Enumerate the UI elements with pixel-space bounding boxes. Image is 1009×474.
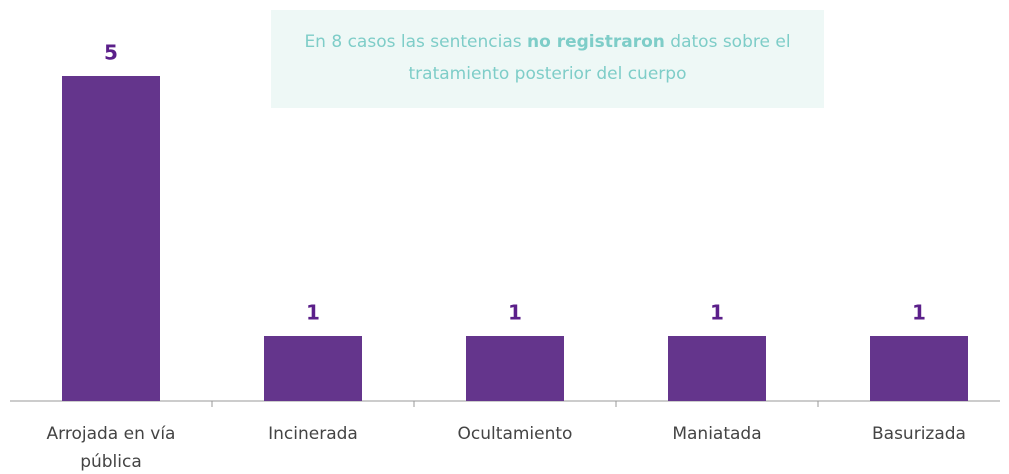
bar bbox=[62, 76, 160, 401]
bar bbox=[264, 336, 362, 401]
annotation-bold: no registraron bbox=[527, 32, 665, 52]
x-tick-label: Incinerada bbox=[268, 424, 358, 444]
annotation: En 8 casos las sentencias no registraron… bbox=[271, 10, 824, 108]
value-label: 1 bbox=[306, 301, 320, 325]
value-label: 1 bbox=[710, 301, 724, 325]
x-tick-label: Basurizada bbox=[872, 424, 966, 444]
bar bbox=[668, 336, 766, 401]
annotation-text: datos sobre el tratamiento posterior del… bbox=[408, 32, 791, 84]
value-label: 1 bbox=[912, 301, 926, 325]
annotation-text: En 8 casos las sentencias bbox=[304, 32, 527, 52]
bar bbox=[870, 336, 968, 401]
x-tick-label: Maniatada bbox=[672, 424, 762, 444]
value-label: 5 bbox=[104, 41, 118, 65]
x-tick-label: Ocultamiento bbox=[457, 424, 573, 444]
bar bbox=[466, 336, 564, 401]
x-tick-label: Arrojada en vía pública bbox=[46, 424, 176, 472]
value-label: 1 bbox=[508, 301, 522, 325]
